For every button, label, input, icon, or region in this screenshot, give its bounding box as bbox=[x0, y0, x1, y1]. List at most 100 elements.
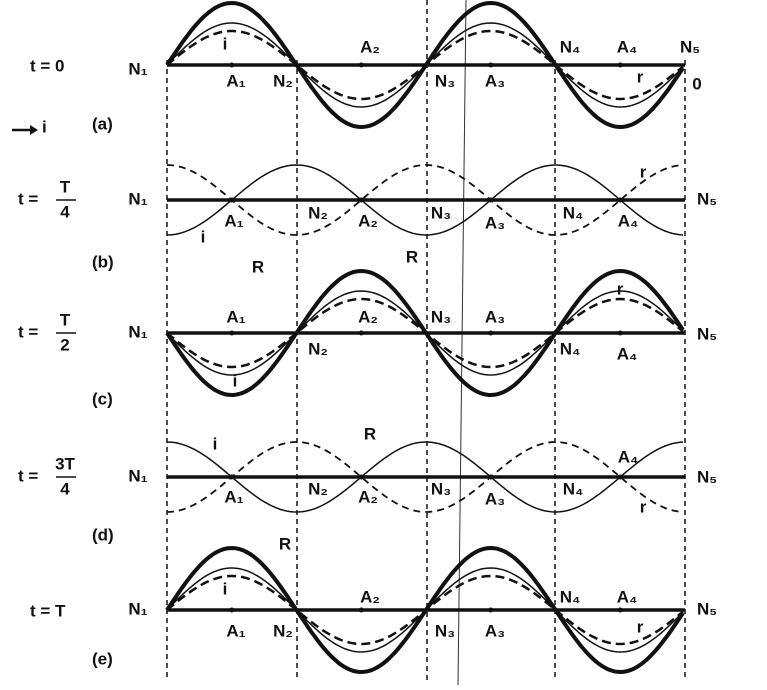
wave-label: A₁ bbox=[226, 71, 245, 90]
wave-label: N₅ bbox=[697, 599, 717, 618]
node-guides bbox=[166, 0, 686, 680]
antinode-dot bbox=[229, 607, 235, 613]
wave-label: A₄ bbox=[617, 37, 637, 56]
wave-label: r bbox=[640, 162, 647, 181]
incident-wave bbox=[166, 441, 684, 513]
panel-label: (e) bbox=[92, 649, 113, 668]
wave-label: N₃ bbox=[435, 71, 455, 90]
antinode-dot bbox=[358, 62, 364, 68]
time-denominator: 2 bbox=[60, 335, 69, 354]
reflected-wave bbox=[166, 441, 684, 513]
reflected-wave bbox=[166, 297, 684, 369]
wave-label: N₂ bbox=[308, 203, 328, 222]
wave-label: N₃ bbox=[431, 203, 451, 222]
wave-label: A₃ bbox=[485, 71, 505, 90]
antinode-dot bbox=[229, 330, 235, 336]
wave-label: N₂ bbox=[273, 621, 293, 640]
scan-line bbox=[457, 0, 467, 686]
antinode-dot bbox=[617, 62, 623, 68]
wave-label: N₂ bbox=[308, 339, 328, 358]
wave-label: A₂ bbox=[360, 37, 380, 56]
wave-label: A₁ bbox=[224, 211, 243, 230]
wave-label: i bbox=[213, 434, 218, 453]
antinode-dot bbox=[229, 474, 235, 480]
wave-label: N₄ bbox=[563, 479, 583, 498]
reflected-wave bbox=[166, 164, 684, 236]
wave-label: A₄ bbox=[617, 344, 637, 363]
wave-label: N₅ bbox=[697, 467, 717, 486]
antinode-dot bbox=[488, 62, 494, 68]
antinode-dot bbox=[617, 330, 623, 336]
reflected-wave bbox=[166, 574, 684, 646]
wave-label: N₂ bbox=[308, 479, 328, 498]
time-label: t = bbox=[18, 466, 38, 485]
wave-label: N₁ bbox=[128, 189, 147, 208]
wave-label: A₂ bbox=[358, 307, 378, 326]
wave-label: N₁ bbox=[128, 322, 147, 341]
antinode-dot bbox=[358, 197, 364, 203]
wave-label: R bbox=[279, 534, 291, 553]
wave-label: A₄ bbox=[618, 211, 638, 230]
wave-label: A₂ bbox=[358, 487, 378, 506]
wave-label: R bbox=[406, 247, 418, 266]
antinode-dot bbox=[488, 197, 494, 203]
antinode-dot bbox=[617, 474, 623, 480]
panel-label: (b) bbox=[92, 252, 114, 271]
wave-label: N₅ bbox=[697, 324, 717, 343]
antinode-dot bbox=[488, 474, 494, 480]
wave-label: N₃ bbox=[431, 307, 451, 326]
antinode-dot bbox=[358, 607, 364, 613]
panel-label: (d) bbox=[92, 525, 114, 544]
wave-label: N₅ bbox=[697, 189, 717, 208]
legend-arrowhead bbox=[30, 125, 38, 135]
wave-label: N₁ bbox=[128, 466, 147, 485]
time-numerator: T bbox=[60, 177, 71, 196]
wave-label: 0 bbox=[692, 74, 701, 93]
wave-label: N₄ bbox=[560, 587, 580, 606]
wave-label: N₃ bbox=[431, 479, 451, 498]
time-label: t = 0 bbox=[30, 56, 65, 75]
wave-label: A₃ bbox=[485, 213, 505, 232]
wave-label: i bbox=[233, 371, 238, 390]
wave-label: N₄ bbox=[563, 203, 583, 222]
time-denominator: 4 bbox=[60, 202, 70, 221]
wave-label: N₅ bbox=[680, 37, 700, 56]
wave-label: r bbox=[640, 497, 647, 516]
panel-label: (a) bbox=[92, 114, 113, 133]
antinode-dot bbox=[229, 197, 235, 203]
legend-label: i bbox=[42, 117, 47, 136]
wave-label: r bbox=[617, 279, 624, 298]
panel-label: (c) bbox=[92, 389, 113, 408]
antinode-dot bbox=[358, 474, 364, 480]
time-numerator: T bbox=[60, 310, 71, 329]
antinode-dot bbox=[358, 330, 364, 336]
wave-label: A₄ bbox=[618, 447, 638, 466]
wave-label: A₁ bbox=[226, 621, 245, 640]
time-numerator: 3T bbox=[55, 454, 75, 473]
antinode-dot bbox=[488, 607, 494, 613]
wave-label: A₂ bbox=[360, 587, 380, 606]
wave-label: A₂ bbox=[358, 211, 378, 230]
wave-label: A₃ bbox=[485, 489, 505, 508]
wave-label: N₄ bbox=[560, 339, 580, 358]
wave-label: A₁ bbox=[224, 487, 243, 506]
wave-label: R bbox=[252, 257, 264, 276]
antinode-dot bbox=[617, 607, 623, 613]
wave-label: N₁ bbox=[128, 59, 147, 78]
wave-label: A₃ bbox=[485, 621, 505, 640]
wave-label: A₁ bbox=[226, 307, 245, 326]
wave-label: r bbox=[637, 617, 644, 636]
time-label: t = bbox=[18, 189, 38, 208]
wave-label: N₂ bbox=[273, 71, 293, 90]
antinode-dot bbox=[488, 330, 494, 336]
wave-label: i bbox=[201, 227, 206, 246]
incident-wave bbox=[166, 164, 684, 236]
antinode-dot bbox=[617, 197, 623, 203]
time-label: t = T bbox=[30, 601, 66, 620]
wave-label: A₄ bbox=[617, 587, 637, 606]
wave-label: N₄ bbox=[560, 37, 580, 56]
wave-label: A₃ bbox=[485, 307, 505, 326]
wave-label: i bbox=[223, 579, 228, 598]
wave-label: R bbox=[364, 424, 376, 443]
